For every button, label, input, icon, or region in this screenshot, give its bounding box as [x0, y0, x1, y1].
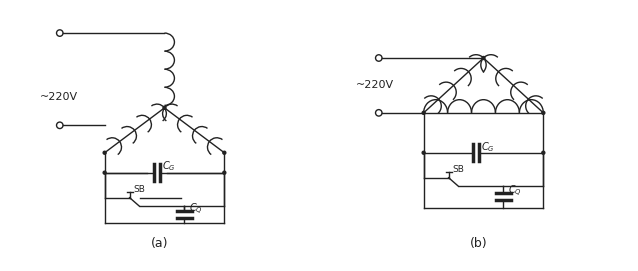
- Text: $C_Q$: $C_Q$: [189, 202, 203, 217]
- Text: SB: SB: [133, 185, 145, 194]
- Text: ~220V: ~220V: [357, 80, 394, 90]
- Circle shape: [223, 171, 226, 174]
- Circle shape: [542, 111, 545, 114]
- Circle shape: [482, 56, 485, 60]
- Circle shape: [422, 151, 425, 154]
- Text: $C_G$: $C_G$: [163, 160, 176, 173]
- Text: (a): (a): [151, 237, 168, 250]
- Circle shape: [422, 111, 425, 114]
- Text: $C_G$: $C_G$: [482, 140, 495, 154]
- Text: SB: SB: [452, 165, 464, 174]
- Circle shape: [163, 106, 166, 109]
- Circle shape: [542, 151, 545, 154]
- Circle shape: [223, 151, 226, 154]
- Text: (b): (b): [470, 237, 487, 250]
- Text: ~220V: ~220V: [40, 92, 78, 102]
- Circle shape: [103, 151, 106, 154]
- Text: $C_Q$: $C_Q$: [508, 184, 522, 199]
- Circle shape: [103, 171, 106, 174]
